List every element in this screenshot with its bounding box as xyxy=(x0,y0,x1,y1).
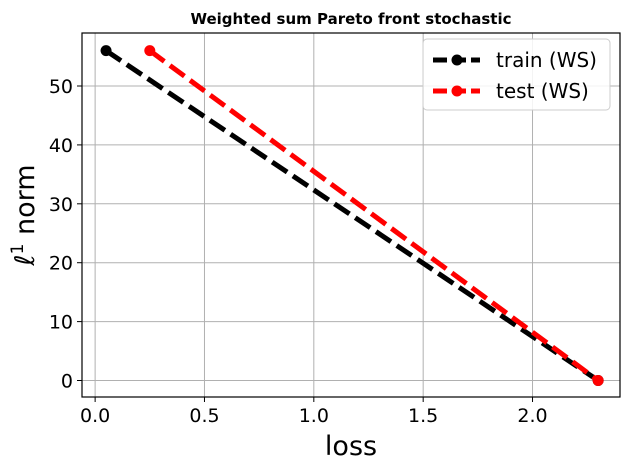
x-tick-label: 1.5 xyxy=(408,405,438,427)
grid xyxy=(82,33,620,397)
series-point-0 xyxy=(100,45,112,57)
legend-marker-1 xyxy=(451,85,463,97)
y-tick-label: 20 xyxy=(49,253,73,275)
plot-frame xyxy=(81,32,621,398)
x-ticks: 0.0 0.5 1.0 1.5 2.0 xyxy=(80,397,548,427)
legend-label-0: train (WS) xyxy=(496,48,597,72)
y-axis-label-text: norm xyxy=(10,164,41,243)
series-layer xyxy=(100,45,604,387)
series-point-1 xyxy=(592,375,604,387)
y-tick-label: 40 xyxy=(49,135,73,157)
legend-label-1: test (WS) xyxy=(496,79,589,103)
series-line-1 xyxy=(148,48,600,383)
y-tick-label: 0 xyxy=(61,371,73,393)
x-axis-label: loss xyxy=(325,431,377,462)
y-tick-label: 10 xyxy=(49,312,73,334)
x-tick-label: 0.0 xyxy=(80,405,110,427)
y-ticks: 0 10 20 30 40 50 xyxy=(49,76,82,393)
y-axis-label-symbol: ℓ xyxy=(10,254,41,266)
x-tick-label: 2.0 xyxy=(517,405,547,427)
y-axis-label: ℓ1 norm xyxy=(8,164,41,266)
legend-box xyxy=(422,38,611,111)
chart-title: Weighted sum Pareto front stochastic xyxy=(190,10,511,28)
y-tick-label: 50 xyxy=(49,76,73,98)
legend: train (WS) test (WS) xyxy=(422,38,611,111)
x-tick-label: 0.5 xyxy=(189,405,219,427)
legend-marker-0 xyxy=(451,54,463,66)
series-point-1 xyxy=(144,45,156,57)
y-tick-label: 30 xyxy=(49,194,73,216)
x-tick-label: 1.0 xyxy=(299,405,329,427)
y-axis-label-superscript: 1 xyxy=(8,244,28,255)
